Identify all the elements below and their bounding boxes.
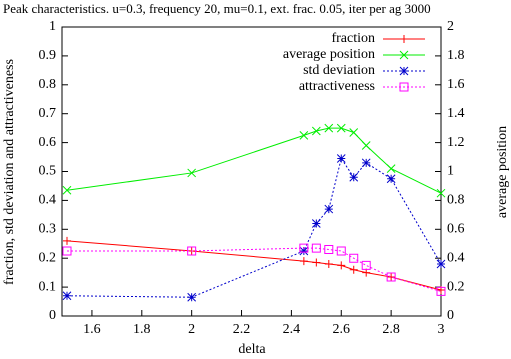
x-tick-label: 2.2: [233, 322, 251, 337]
marker: [312, 258, 321, 267]
marker: [311, 243, 321, 253]
marker: [187, 168, 197, 178]
marker: [324, 245, 334, 255]
marker: [436, 188, 446, 198]
marker: [324, 204, 334, 214]
marker: [299, 131, 309, 140]
y-axis-label: fraction, std deviation and attractivene…: [2, 59, 17, 285]
marker: [336, 123, 346, 133]
y2-tick-label: 0: [447, 308, 454, 323]
marker: [361, 260, 371, 270]
x-tick-label: 1.6: [83, 322, 101, 337]
y-tick-label: 0.7: [39, 106, 57, 121]
legend-label: std deviation: [303, 63, 375, 78]
marker: [362, 268, 371, 277]
legend-label: fraction: [331, 31, 375, 46]
marker: [336, 246, 346, 256]
x-tick-label: 3: [438, 322, 445, 337]
y2-tick-label: 0.8: [447, 193, 465, 208]
legend-label: average position: [283, 47, 375, 62]
marker: [62, 185, 72, 195]
y2-tick-label: 2: [447, 19, 454, 34]
legend-marker: [399, 50, 409, 60]
series-line: [66, 240, 442, 291]
marker: [361, 141, 371, 150]
marker: [386, 164, 396, 173]
y2-tick-label: 1: [447, 164, 454, 179]
marker: [63, 236, 71, 245]
y2-tick-label: 0.2: [447, 279, 465, 294]
y2-tick-label: 0.4: [447, 250, 465, 265]
marker: [299, 246, 309, 256]
marker: [187, 292, 197, 302]
marker: [349, 128, 359, 137]
y2-tick-label: 1.4: [447, 106, 465, 121]
y-tick-label: 0.6: [39, 135, 57, 150]
marker: [349, 265, 358, 274]
y-tick-label: 0.9: [39, 48, 57, 63]
marker: [299, 257, 308, 266]
y-tick-label: 0.2: [39, 250, 57, 265]
marker: [349, 172, 359, 182]
marker: [311, 219, 321, 228]
y-tick-label: 1: [49, 19, 56, 34]
marker: [337, 261, 346, 270]
y2-tick-label: 1.6: [447, 77, 465, 92]
x-tick-label: 1.8: [133, 322, 151, 337]
x-tick-label: 2.4: [283, 322, 301, 337]
x-axis-label: delta: [238, 342, 266, 357]
marker: [386, 174, 396, 184]
series-line: [66, 127, 442, 194]
y-tick-label: 0.8: [39, 77, 57, 92]
legend-marker: [400, 35, 408, 43]
marker: [62, 246, 72, 256]
x-tick-label: 2: [188, 322, 195, 337]
marker: [311, 126, 321, 136]
y2-axis-label: average position: [495, 126, 510, 218]
marker: [436, 259, 446, 269]
marker: [361, 158, 371, 168]
marker: [436, 286, 446, 296]
marker: [187, 246, 197, 256]
marker: [324, 259, 333, 268]
y-tick-label: 0.3: [39, 222, 57, 237]
marker: [324, 123, 334, 133]
legend-marker: [399, 82, 409, 92]
y2-tick-label: 0.6: [447, 222, 465, 237]
x-tick-label: 2.8: [382, 322, 400, 337]
marker: [299, 243, 309, 253]
y-tick-label: 0.4: [39, 193, 57, 208]
marker: [349, 253, 359, 263]
y-tick-label: 0.5: [39, 164, 57, 179]
y-tick-label: 0: [49, 308, 56, 323]
chart-title: Peak characteristics. u=0.3, frequency 2…: [3, 1, 431, 16]
legend-marker: [399, 66, 409, 76]
y2-tick-label: 1.2: [447, 135, 465, 150]
marker: [387, 272, 396, 281]
y-tick-label: 0.1: [39, 279, 57, 294]
marker: [386, 272, 396, 282]
series-line: [67, 247, 442, 292]
series-line: [66, 157, 442, 298]
x-tick-label: 2.6: [333, 322, 351, 337]
marker: [336, 154, 346, 163]
legend-label: attractiveness: [299, 79, 375, 94]
marker: [62, 291, 72, 301]
y2-tick-label: 1.8: [447, 48, 465, 63]
